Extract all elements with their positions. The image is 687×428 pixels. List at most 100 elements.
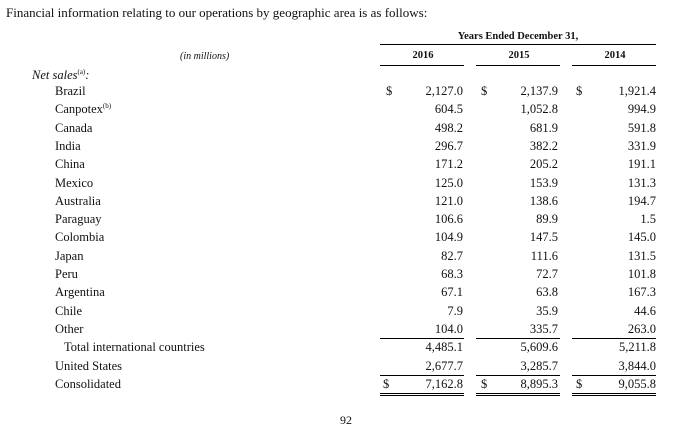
row-label-text: Peru: [55, 267, 78, 281]
cell-2014: 44.6: [634, 303, 656, 318]
subtotal-rule: [572, 338, 656, 340]
column-header-2014: 2014: [604, 50, 626, 61]
row-label-text: Chile: [55, 303, 83, 318]
cell-2015: 147.5: [529, 230, 558, 245]
cell-2015: 138.6: [529, 193, 558, 208]
cell-2016: 68.3: [441, 267, 463, 281]
table-row: Brazil $ $ $2,127.0 2,137.9 1,921.4: [0, 84, 687, 102]
currency-symbol: $: [383, 376, 390, 391]
cell-2016: 2,127.0: [425, 84, 464, 98]
table-row: Consolidated $ $ $7,162.8 8,895.3 9,055.8: [0, 377, 687, 395]
cell-2016: 604.5: [434, 102, 463, 117]
row-footnote: (b): [102, 102, 112, 111]
table-row: Japan 82.7 111.6 131.5: [0, 249, 687, 267]
cell-2015: 35.9: [536, 303, 558, 318]
row-label: Brazil: [55, 84, 86, 99]
section-label: Net sales(a):: [32, 68, 89, 83]
row-label-text: Mexico: [55, 175, 94, 190]
table-row: Paraguay 106.6 89.9 1.5: [0, 212, 687, 230]
currency-symbol: $: [576, 376, 583, 391]
total-rule: [380, 374, 464, 376]
cell-2014: 1,921.4: [618, 84, 657, 98]
page-number: 92: [340, 413, 352, 427]
section-colon: :: [85, 68, 90, 83]
cell-2015: 681.9: [529, 120, 558, 135]
table-row: United States 2,677.7 3,285.7 3,844.0: [0, 359, 687, 377]
cell-2014: 131.3: [627, 175, 656, 190]
table-row: Argentina 67.1 63.8 167.3: [0, 285, 687, 303]
cell-2016: 104.0: [434, 321, 463, 336]
cell-2015: 8,895.3: [520, 376, 559, 391]
row-label: Consolidated: [55, 377, 121, 392]
double-rule: [476, 393, 560, 397]
row-label-text: Australia: [55, 193, 101, 208]
table-row: China 171.2 205.2 191.1: [0, 157, 687, 175]
row-label: Japan: [55, 249, 83, 264]
cell-2014: 101.8: [627, 267, 656, 281]
total-rule: [572, 374, 656, 376]
cell-2016: 125.0: [434, 175, 463, 190]
row-label: Australia: [55, 194, 101, 209]
column-rule-2015: [476, 65, 560, 66]
row-label: China: [55, 157, 85, 172]
row-label-text: Canpotex: [55, 102, 103, 117]
section-footnote: (a): [77, 68, 86, 76]
cell-2016: 296.7: [434, 138, 463, 153]
row-label-text: Paraguay: [55, 212, 102, 227]
cell-2014: 131.5: [627, 248, 656, 263]
row-label-text: China: [55, 157, 85, 172]
total-rule: [476, 374, 560, 376]
cell-2016: 106.6: [434, 212, 463, 227]
currency-symbol: $: [481, 376, 488, 391]
row-label-text: Argentina: [55, 285, 105, 300]
row-label: United States: [55, 359, 122, 374]
column-header-2015: 2015: [508, 50, 530, 61]
cell-2015: 1,052.8: [520, 102, 559, 117]
currency-symbol: $: [386, 84, 393, 98]
table-row: Australia 121.0 138.6 194.7: [0, 194, 687, 212]
years-rule: [380, 44, 656, 45]
cell-2015: 111.6: [530, 248, 558, 263]
cell-2016: 82.7: [441, 248, 463, 263]
cell-2016: 4,485.1: [425, 340, 464, 355]
row-label: Chile: [55, 304, 82, 319]
row-label: Colombia: [55, 230, 104, 245]
cell-2014: 191.1: [627, 157, 656, 172]
cell-2016: 104.9: [434, 230, 463, 245]
row-label: Paraguay: [55, 212, 102, 227]
row-label: Peru: [55, 267, 78, 282]
row-label: India: [55, 139, 81, 154]
row-label-text: United States: [55, 358, 123, 373]
row-label-text: Total international countries: [64, 340, 205, 355]
cell-2015: 2,137.9: [520, 84, 559, 98]
table-row: Peru 68.3 72.7 101.8: [0, 267, 687, 285]
double-rule: [572, 393, 656, 397]
currency-symbol: $: [481, 84, 488, 98]
cell-2014: 331.9: [627, 138, 656, 153]
cell-2015: 5,609.6: [520, 340, 559, 355]
row-label-text: India: [55, 138, 81, 153]
cell-2015: 72.7: [536, 267, 558, 281]
cell-2014: 9,055.8: [618, 376, 657, 391]
cell-2016: 2,677.7: [425, 358, 464, 373]
section-label-text: Net sales: [32, 68, 78, 83]
cell-2015: 63.8: [536, 285, 558, 300]
column-rule-2016: [380, 65, 464, 66]
intro-text: Financial information relating to our op…: [6, 5, 428, 20]
cell-2014: 263.0: [627, 321, 656, 336]
row-label: Total international countries: [64, 340, 205, 355]
row-label-text: Canada: [55, 120, 93, 135]
cell-2014: 194.7: [627, 193, 656, 208]
row-label-text: Other: [55, 321, 84, 336]
cell-2015: 153.9: [529, 175, 558, 190]
cell-2016: 171.2: [434, 157, 463, 172]
subtotal-rule: [476, 338, 560, 340]
cell-2016: 498.2: [434, 120, 463, 135]
subtotal-rule: [380, 338, 464, 340]
row-label: Argentina: [55, 285, 105, 300]
table-row: Canpotex(b) 604.5 1,052.8 994.9: [0, 102, 687, 120]
cell-2015: 335.7: [529, 321, 558, 336]
cell-2016: 67.1: [441, 285, 463, 300]
cell-2014: 1.5: [640, 212, 656, 227]
cell-2015: 382.2: [529, 138, 558, 153]
